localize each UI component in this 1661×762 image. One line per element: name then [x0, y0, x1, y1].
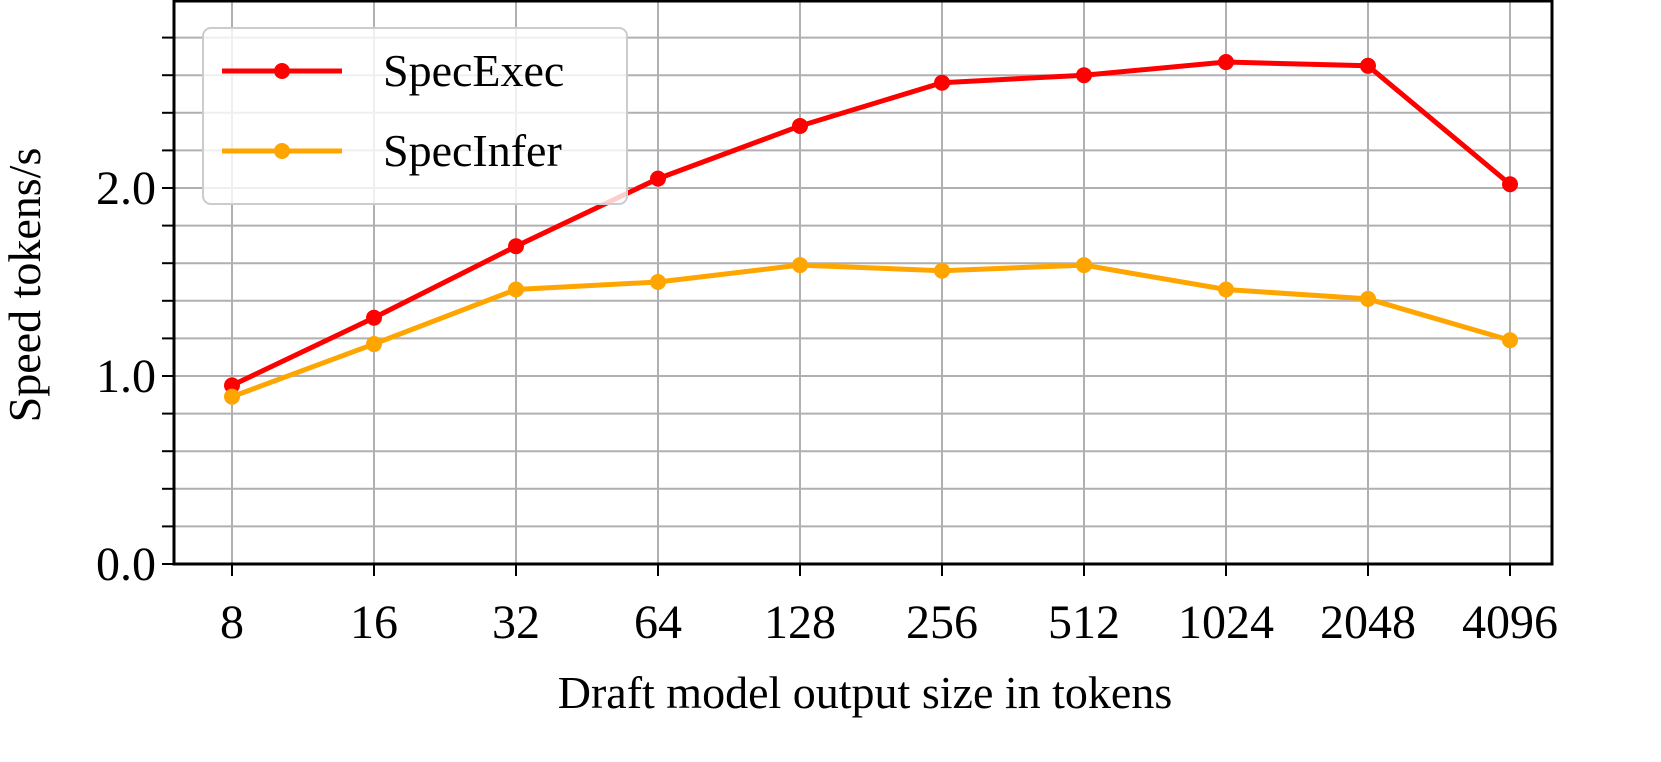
y-tick-label: 2.0 — [96, 162, 156, 215]
data-point-specinfer — [650, 274, 666, 290]
x-tick-label: 8 — [220, 596, 244, 649]
data-point-specinfer — [366, 336, 382, 353]
data-point-specinfer — [1360, 290, 1376, 307]
data-point-specexec — [1360, 57, 1376, 74]
legend-marker-specinfer — [274, 143, 290, 159]
x-tick-label: 16 — [350, 596, 398, 649]
legend: SpecExec SpecInfer — [202, 27, 628, 205]
legend-marker-specexec — [274, 63, 290, 79]
x-tick-label: 2048 — [1320, 596, 1416, 649]
plot-frame — [172, 0, 1554, 566]
data-point-specinfer — [934, 262, 950, 279]
data-point-specinfer — [508, 281, 524, 298]
data-point-specexec — [366, 309, 382, 326]
series-lines — [224, 54, 1518, 405]
x-axis-label: Draft model output size in tokens — [558, 667, 1173, 718]
legend-label-specexec: SpecExec — [383, 45, 564, 96]
data-point-specinfer — [224, 388, 240, 405]
data-point-specexec — [650, 170, 666, 187]
series-line-specexec — [230, 59, 1512, 388]
x-tick-label: 1024 — [1178, 596, 1274, 649]
data-point-specinfer — [792, 257, 808, 274]
data-point-specinfer — [1502, 332, 1518, 349]
legend-label-specinfer: SpecInfer — [383, 125, 562, 176]
y-tick-label: 0.0 — [96, 538, 156, 591]
y-axis-label: Speed tokens/s — [0, 148, 50, 423]
tick-labels: 8 16 32 64 128 256 512 1024 2048 4096 0.0 1.0 2.0 — [96, 162, 1558, 649]
x-tick-label: 64 — [634, 596, 682, 649]
data-point-specexec — [1502, 176, 1518, 193]
x-tick-label: 512 — [1048, 596, 1120, 649]
data-point-specexec — [792, 117, 808, 134]
data-point-specexec — [508, 238, 524, 255]
series-line-specinfer — [231, 262, 1511, 400]
x-tick-label: 32 — [492, 596, 540, 649]
x-tick-label: 256 — [906, 596, 978, 649]
x-tick-label: 128 — [764, 596, 836, 649]
data-point-specexec — [1218, 54, 1234, 71]
data-point-specinfer — [1218, 281, 1234, 298]
data-point-specexec — [1076, 67, 1092, 84]
data-point-specexec — [934, 74, 950, 91]
y-tick-label: 1.0 — [96, 350, 156, 403]
data-point-specinfer — [1076, 257, 1092, 274]
x-tick-label: 4096 — [1462, 596, 1558, 649]
axes — [162, 0, 1554, 576]
data-point-specexec — [224, 377, 240, 394]
